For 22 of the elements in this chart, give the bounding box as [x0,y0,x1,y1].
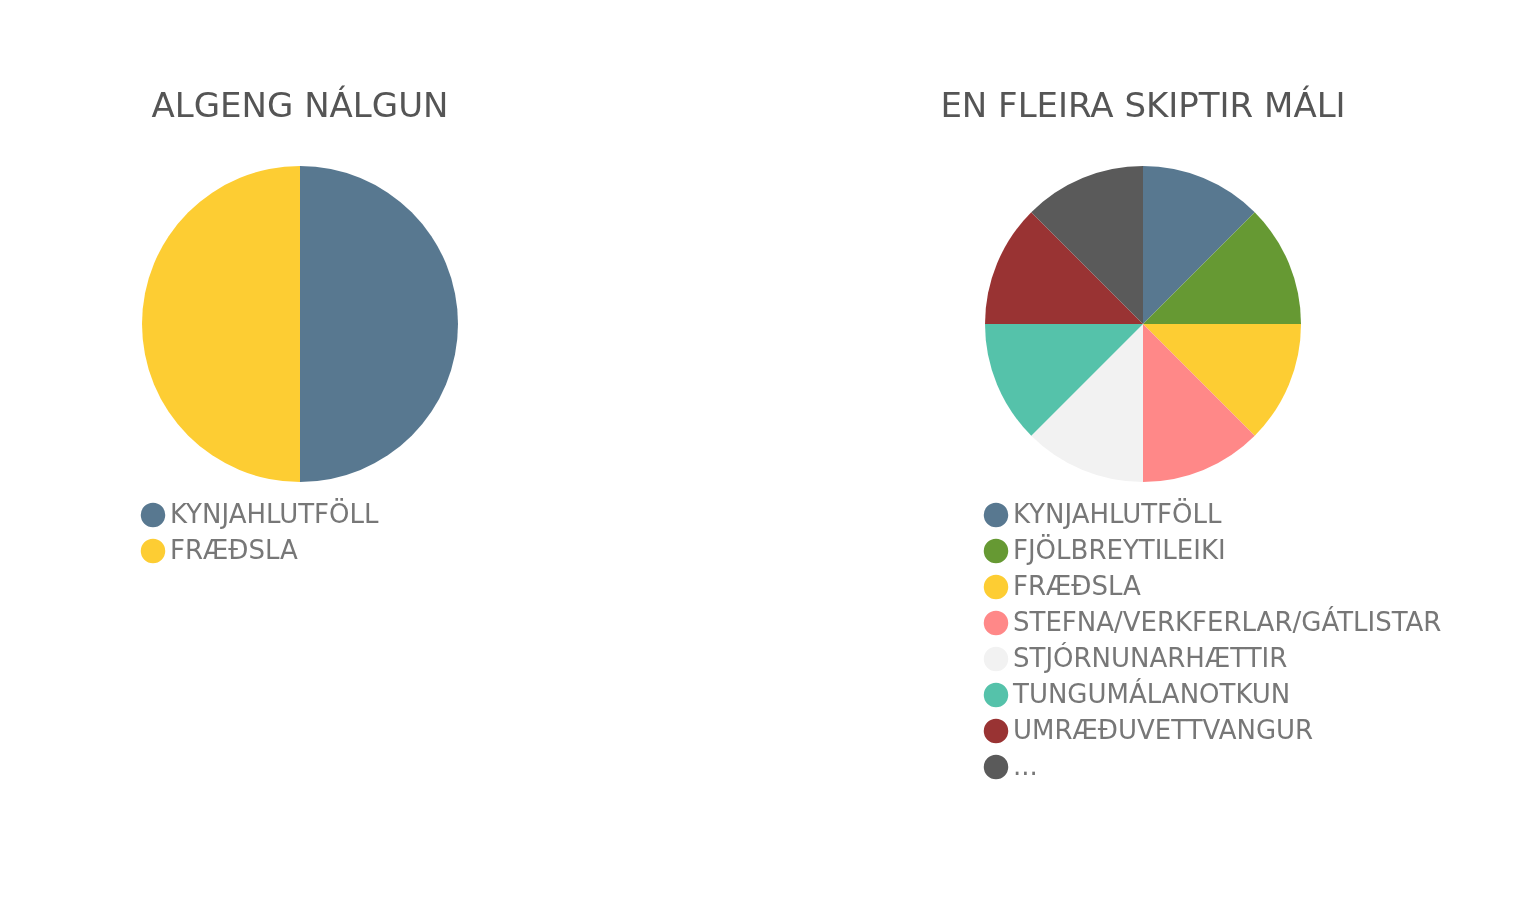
pie-slice [1143,324,1301,436]
legend-label: FJÖLBREYTILEIKI [1013,534,1226,565]
pie-slice [1031,166,1143,324]
pie-slice [1143,324,1255,482]
legend-label: UMRÆÐUVETTVANGUR [1013,715,1314,745]
pie-slice [985,212,1143,324]
pie-slice [1143,166,1255,324]
pie-slice [1031,324,1143,482]
legend-label: FRÆÐSLA [170,535,299,565]
legend-label: KYNJAHLUTFÖLL [170,498,380,529]
legend-label: STJÓRNUNARHÆTTIR [1013,642,1288,673]
pie-slice [985,324,1143,436]
chart-title: EN FLEIRA SKIPTIR MÁLI [940,85,1346,125]
pie-slice [142,166,300,482]
legend-label: FRÆÐSLA [1013,571,1142,601]
chart-title: ALGENG NÁLGUN [151,85,449,125]
legend-label: ... [1013,751,1038,781]
legend-label: TUNGUMÁLANOTKUN [1012,678,1291,709]
pie-slice [1143,212,1301,324]
pie-slice [300,166,458,482]
legend-label: STEFNA/VERKFERLAR/GÁTLISTAR [1013,606,1442,637]
legend-label: KYNJAHLUTFÖLL [1013,498,1223,529]
